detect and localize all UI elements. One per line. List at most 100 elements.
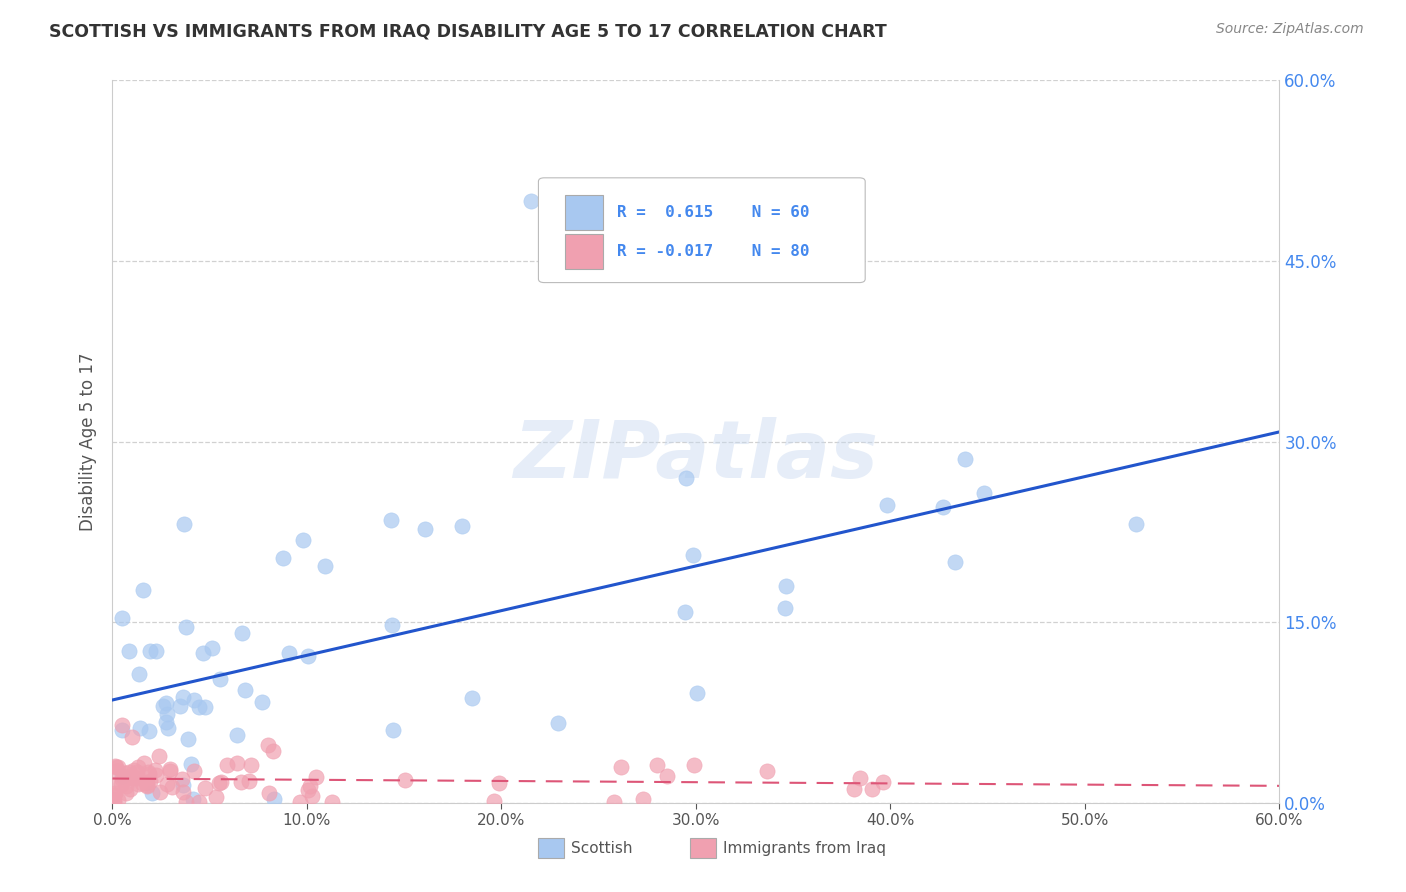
Point: [131, 776, 153, 790]
Point: [152, 698, 174, 713]
Point: [201, 640, 224, 655]
Point: [118, 765, 141, 780]
Point: [756, 764, 779, 778]
Point: [876, 499, 898, 513]
Point: [149, 785, 172, 799]
Point: [775, 579, 797, 593]
Point: [188, 699, 211, 714]
Point: [121, 730, 143, 744]
Point: [645, 758, 668, 772]
Point: [263, 792, 285, 806]
Point: [104, 786, 127, 800]
Point: [139, 773, 162, 788]
Point: [290, 795, 312, 809]
Point: [170, 772, 193, 787]
Point: [111, 723, 134, 738]
Point: [127, 760, 149, 774]
Point: [103, 778, 125, 792]
Point: [208, 673, 231, 687]
Point: [155, 697, 177, 711]
Point: [461, 691, 484, 706]
Text: R = -0.017    N = 80: R = -0.017 N = 80: [617, 244, 808, 260]
Point: [172, 690, 194, 704]
Point: [683, 757, 706, 772]
Point: [252, 695, 274, 709]
Point: [122, 764, 145, 778]
Point: [117, 770, 139, 784]
Point: [127, 777, 149, 791]
Point: [169, 699, 191, 714]
Point: [194, 780, 217, 795]
Point: [115, 779, 138, 793]
Bar: [538, 838, 564, 858]
Point: [686, 686, 709, 700]
Point: [297, 782, 319, 797]
Point: [136, 776, 159, 790]
Point: [394, 772, 416, 787]
Point: [132, 583, 155, 598]
Point: [177, 732, 200, 747]
Point: [381, 617, 404, 632]
Point: [305, 770, 328, 784]
Point: [132, 756, 155, 771]
Point: [111, 717, 134, 731]
Point: [209, 774, 232, 789]
Point: [773, 600, 796, 615]
Point: [127, 764, 149, 779]
Point: [482, 794, 505, 808]
Point: [145, 768, 167, 782]
Point: [298, 779, 321, 793]
Point: [114, 765, 136, 780]
Point: [155, 715, 177, 730]
Point: [547, 716, 569, 731]
Point: [314, 559, 336, 574]
Point: [145, 643, 167, 657]
Point: [138, 765, 160, 780]
Point: [107, 793, 129, 807]
Point: [451, 518, 474, 533]
Point: [932, 500, 955, 515]
Point: [945, 555, 967, 569]
Point: [297, 649, 319, 664]
Point: [136, 779, 159, 793]
Point: [111, 611, 134, 625]
FancyBboxPatch shape: [538, 178, 865, 283]
Point: [129, 721, 152, 735]
Point: [127, 771, 149, 785]
Point: [381, 723, 404, 737]
Point: [657, 769, 679, 783]
Point: [118, 644, 141, 658]
Point: [231, 626, 253, 640]
Point: [682, 548, 704, 562]
Point: [380, 513, 402, 527]
Point: [135, 778, 157, 792]
Point: [631, 791, 654, 805]
Point: [519, 194, 541, 208]
Text: R =  0.615    N = 60: R = 0.615 N = 60: [617, 205, 808, 220]
Point: [291, 533, 314, 548]
Point: [156, 777, 179, 791]
Point: [257, 738, 280, 752]
Point: [233, 682, 256, 697]
Point: [159, 764, 181, 779]
Point: [673, 606, 696, 620]
Point: [609, 760, 631, 774]
Point: [128, 666, 150, 681]
Point: [139, 644, 162, 658]
Point: [120, 782, 142, 797]
Point: [953, 452, 976, 467]
Point: [675, 471, 697, 485]
Point: [141, 786, 163, 800]
Point: [157, 721, 180, 735]
Text: Immigrants from Iraq: Immigrants from Iraq: [723, 841, 886, 855]
Point: [321, 795, 343, 809]
Point: [103, 788, 125, 802]
Point: [183, 693, 205, 707]
Point: [603, 795, 626, 809]
Point: [842, 782, 865, 797]
Point: [191, 646, 214, 660]
Point: [174, 620, 197, 634]
Bar: [565, 235, 603, 269]
Point: [138, 724, 160, 739]
Point: [188, 795, 211, 809]
